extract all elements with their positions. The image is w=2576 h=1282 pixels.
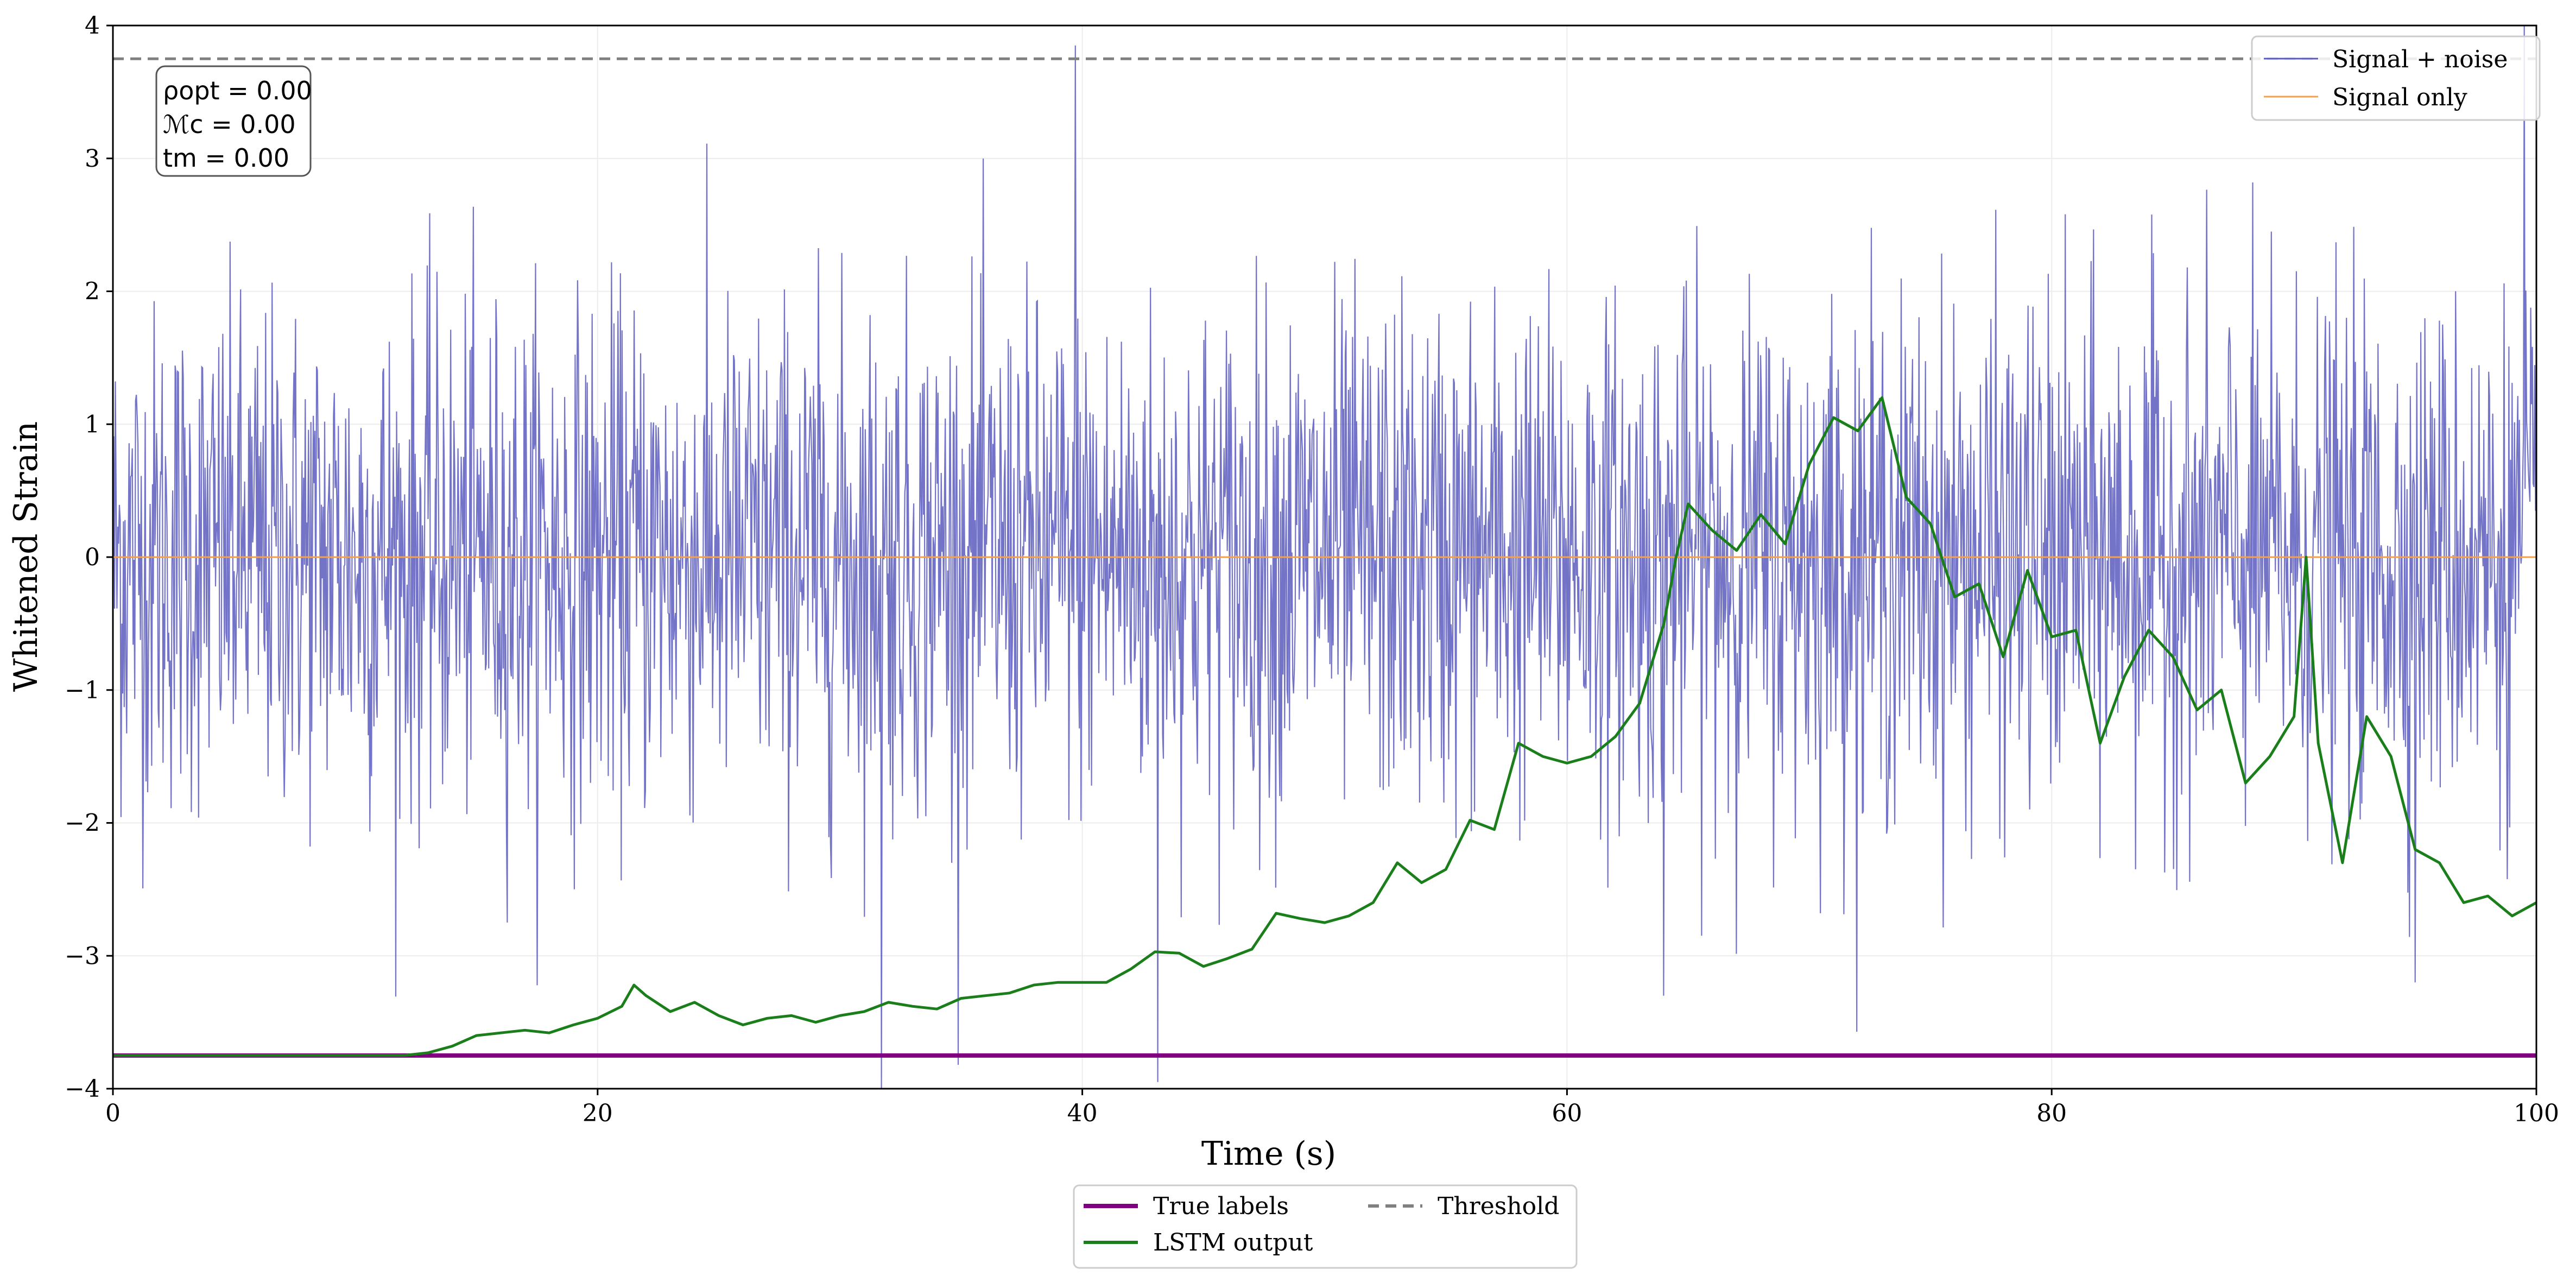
annotation-rho: ρopt = 0.00 [163, 76, 312, 105]
x-tick-label: 20 [583, 1100, 613, 1127]
axes [106, 24, 2537, 1095]
y-tick-label: −1 [65, 677, 100, 704]
lstm-output-line [113, 396, 2537, 1057]
x-tick-label: 0 [105, 1100, 121, 1127]
x-tick-label: 80 [2036, 1100, 2067, 1127]
annotation-merger-time: tm = 0.00 [163, 143, 289, 173]
legend-label-lstm-output: LSTM output [1153, 1229, 1313, 1256]
signal-plus-noise-line [112, 25, 2537, 1089]
y-tick-label: −2 [65, 810, 100, 837]
lstm-output-series [113, 396, 2537, 1057]
tick-labels: 0 20 40 60 80 100 −4 −3 −2 −1 0 1 2 3 4 [65, 12, 2559, 1127]
y-axis-label: Whitened Strain [7, 421, 45, 692]
y-tick-label: −3 [65, 942, 100, 970]
legend-label-signal-noise: Signal + noise [2332, 46, 2508, 73]
y-tick-label: −4 [65, 1075, 100, 1103]
x-axis-label: Time (s) [1201, 1135, 1336, 1173]
x-tick-label: 100 [2514, 1100, 2559, 1127]
legend-label-signal-only: Signal only [2332, 84, 2467, 111]
y-tick-label: 2 [85, 278, 100, 306]
legend-bottom: True labels Threshold LSTM output [1073, 1184, 1578, 1269]
y-tick-label: 4 [85, 12, 100, 40]
y-tick-label: 1 [85, 411, 100, 438]
signal-plus-noise-series [112, 25, 2537, 1089]
y-tick-label: 0 [85, 544, 100, 571]
x-tick-label: 60 [1552, 1100, 1582, 1127]
y-tick-label: 3 [85, 145, 100, 173]
legend-label-true-labels: True labels [1153, 1192, 1289, 1220]
legend-top-right: Signal + noise Signal only [2251, 35, 2541, 121]
x-tick-label: 40 [1067, 1100, 1098, 1127]
annotation-chirp-mass: ℳc = 0.00 [163, 110, 296, 139]
legend-label-threshold: Threshold [1438, 1192, 1559, 1220]
parameter-annotation: ρopt = 0.00 ℳc = 0.00 tm = 0.00 [155, 65, 312, 177]
